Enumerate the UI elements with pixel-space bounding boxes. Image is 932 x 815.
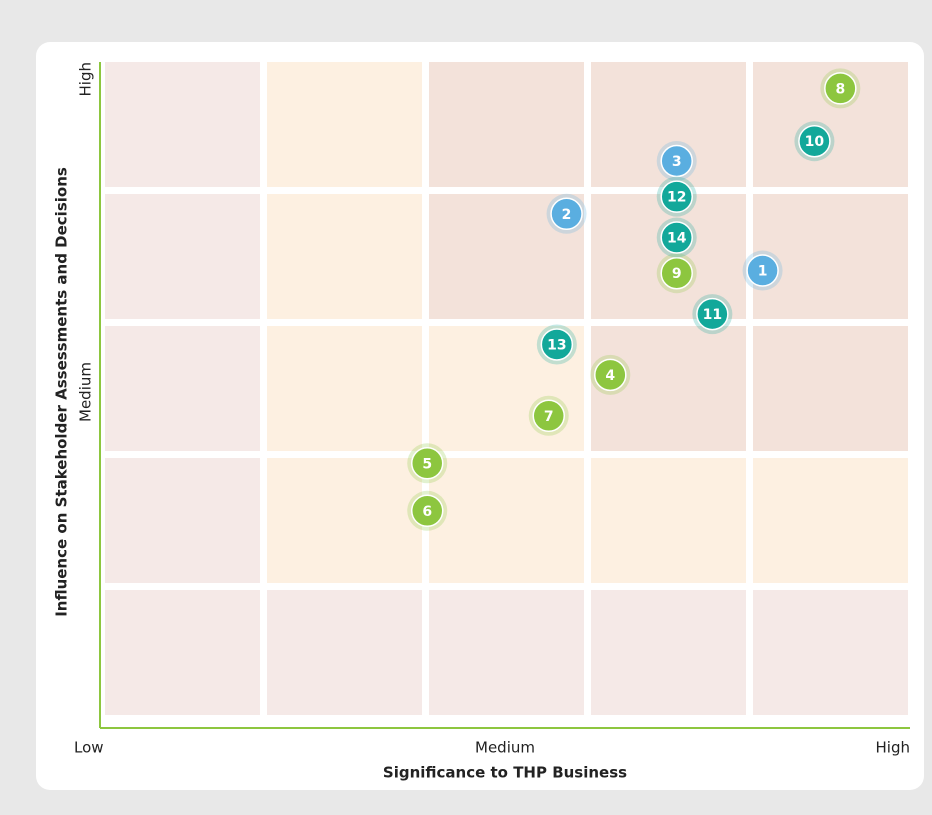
point (410, 494, 444, 528)
point (660, 180, 693, 213)
cells (105, 62, 908, 715)
point (660, 144, 693, 178)
point (798, 124, 831, 158)
point (660, 256, 693, 290)
point-label: 7 (544, 409, 554, 425)
point-label: 4 (605, 368, 615, 384)
cell (105, 590, 260, 715)
cell (267, 590, 422, 715)
cell (267, 194, 422, 319)
cell (753, 326, 908, 451)
point-label: 13 (547, 337, 566, 353)
cell (429, 458, 584, 583)
x-axis-title: Significance to THP Business (383, 764, 627, 782)
cell (753, 458, 908, 583)
point-label: 14 (667, 231, 687, 247)
point-label: 10 (805, 134, 825, 150)
cell (105, 62, 260, 187)
y-tick-label: Medium (77, 362, 95, 422)
x-tick-label: High (876, 739, 910, 757)
cell (591, 458, 746, 583)
cell (105, 458, 260, 583)
point (532, 399, 565, 433)
point-label: 1 (758, 264, 768, 280)
x-tick-label: Low (74, 739, 104, 757)
point-label: 2 (562, 207, 572, 223)
x-tick-label: Medium (475, 739, 535, 757)
point (550, 197, 583, 231)
point (824, 72, 857, 105)
point (696, 297, 729, 331)
cell (429, 62, 584, 187)
y-tick-label: High (77, 62, 95, 96)
y-axis-title: Influence on Stakeholder Assessments and… (53, 167, 71, 617)
point (660, 221, 693, 254)
cell (429, 590, 584, 715)
cell (267, 458, 422, 583)
point-label: 6 (422, 504, 432, 520)
cell (267, 326, 422, 451)
point-label: 8 (835, 81, 845, 97)
cell (105, 194, 260, 319)
cell (267, 62, 422, 187)
cell (753, 194, 908, 319)
point-label: 3 (672, 154, 682, 170)
point-label: 12 (667, 190, 686, 206)
point (410, 447, 444, 480)
point (594, 358, 627, 392)
cell (591, 194, 746, 319)
cell (105, 326, 260, 451)
cell (753, 590, 908, 715)
point-label: 5 (422, 456, 432, 472)
point-label: 11 (703, 307, 722, 323)
point (540, 328, 574, 361)
point (746, 254, 779, 287)
point-label: 9 (672, 266, 682, 282)
cell (591, 590, 746, 715)
